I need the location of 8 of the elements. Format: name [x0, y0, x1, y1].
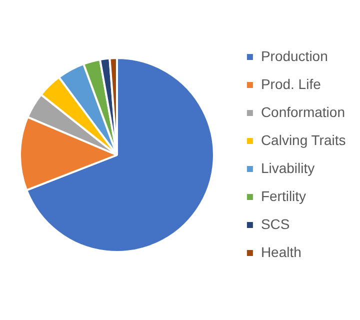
legend-label: Prod. Life [260, 76, 322, 92]
legend-label: Livability [260, 160, 315, 176]
legend-label: SCS [260, 216, 290, 232]
legend-label: Conformation [260, 104, 345, 120]
legend-label: Fertility [260, 188, 306, 204]
legend-label: Health [260, 244, 302, 260]
legend-label: Calving Traits [260, 132, 346, 148]
legend-label: Production [260, 48, 328, 64]
